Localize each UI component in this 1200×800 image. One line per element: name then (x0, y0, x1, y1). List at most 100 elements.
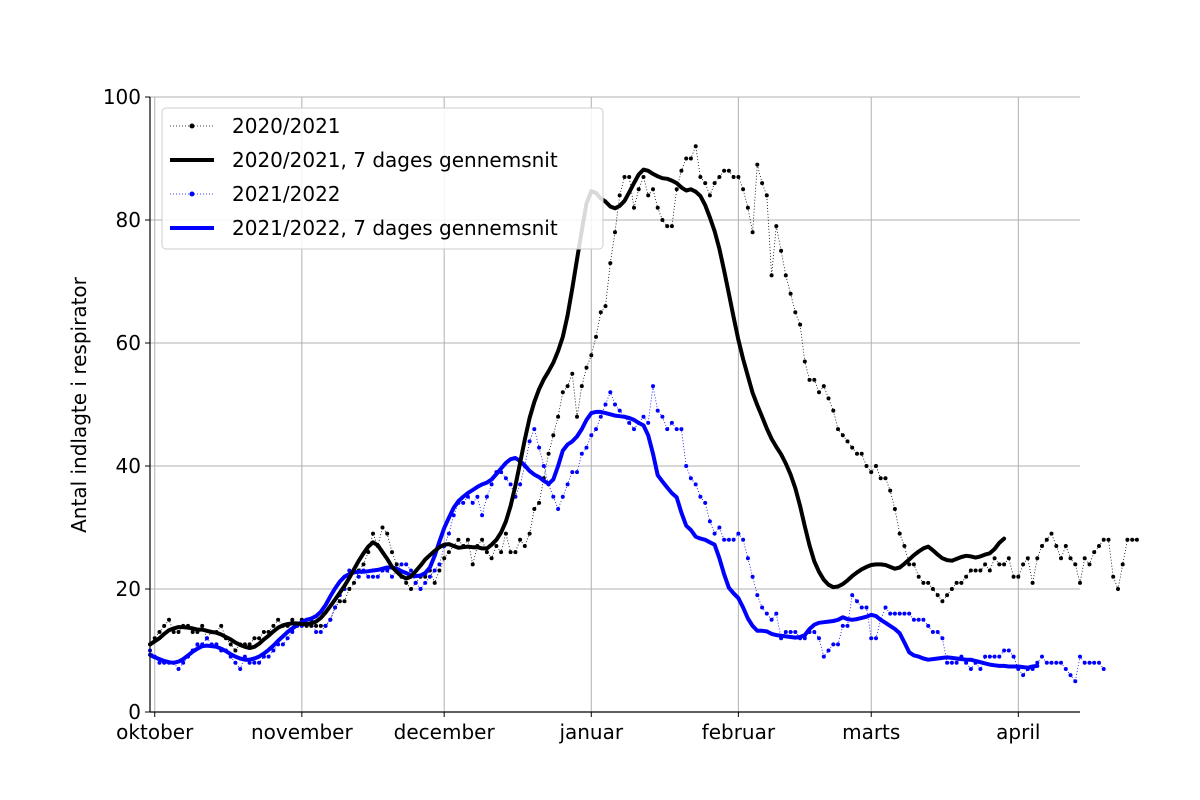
data-point (869, 470, 874, 475)
data-point (1063, 667, 1068, 671)
data-point (399, 562, 404, 567)
data-point (845, 439, 850, 444)
data-point (1073, 562, 1078, 567)
data-point (669, 420, 674, 425)
data-point (883, 476, 888, 481)
data-point (252, 636, 257, 641)
data-point (983, 654, 988, 659)
data-point (1049, 660, 1054, 665)
data-point (755, 593, 760, 598)
data-point (356, 574, 361, 579)
data-point (1101, 667, 1106, 671)
data-point (390, 574, 394, 579)
data-point (651, 384, 655, 389)
data-point (247, 642, 252, 647)
y-tick-label: 40 (116, 454, 141, 478)
data-point (736, 531, 741, 536)
data-point (347, 568, 352, 573)
data-point (821, 384, 826, 389)
data-point (1049, 531, 1054, 536)
data-point (252, 660, 257, 665)
data-point (783, 630, 788, 634)
data-point (1116, 587, 1120, 591)
data-point (204, 636, 209, 641)
data-point (707, 519, 712, 524)
data-point (537, 445, 542, 450)
series-3 (148, 409, 1040, 670)
data-point (916, 617, 921, 622)
data-point (779, 248, 784, 253)
data-point (954, 660, 959, 665)
data-point (508, 482, 513, 487)
data-point (1082, 660, 1087, 665)
data-point (940, 636, 945, 641)
data-point (1087, 562, 1092, 567)
data-point (836, 427, 840, 432)
data-point (660, 218, 665, 222)
data-point (665, 427, 670, 432)
x-tick-label: december (394, 720, 496, 744)
data-point (935, 593, 940, 598)
data-point (413, 580, 418, 585)
data-point (1068, 673, 1073, 678)
data-point (1040, 544, 1044, 548)
legend-label: 2021/2022, 7 dages gennemsnit (232, 216, 558, 240)
data-point (755, 162, 760, 167)
data-point (764, 193, 769, 198)
legend: 2020/2021 2020/2021, 7 dages gennemsnit 20… (161, 107, 604, 250)
data-point (499, 550, 504, 555)
data-point (693, 482, 698, 487)
data-point (266, 654, 271, 659)
data-point (940, 599, 945, 604)
legend-marker (189, 191, 195, 197)
data-point (646, 420, 651, 425)
data-point (883, 605, 888, 610)
data-point (987, 654, 992, 659)
data-point (432, 568, 437, 573)
data-point (513, 550, 518, 555)
data-point (1054, 544, 1059, 548)
data-point (726, 537, 731, 542)
data-point (911, 617, 916, 622)
y-tick-label: 60 (116, 331, 141, 355)
data-point (722, 168, 727, 173)
data-point (1021, 673, 1026, 678)
series-line (148, 167, 1007, 650)
data-point (556, 414, 561, 419)
data-point (470, 500, 475, 505)
series-1 (148, 167, 1007, 650)
data-point (651, 187, 655, 192)
data-point (409, 587, 413, 591)
data-point (233, 648, 238, 653)
data-point (247, 660, 252, 665)
data-point (997, 562, 1002, 567)
y-tick-label: 80 (116, 208, 141, 232)
data-point (228, 642, 233, 647)
data-point (342, 599, 347, 604)
data-point (1092, 660, 1097, 665)
data-point (276, 617, 281, 622)
data-point (446, 550, 451, 555)
data-point (1106, 537, 1111, 542)
axes (145, 96, 1080, 717)
data-point (323, 623, 328, 628)
data-point (655, 205, 660, 210)
data-point (333, 605, 338, 610)
series-line (148, 409, 1040, 670)
data-point (1120, 562, 1125, 567)
data-point (1002, 562, 1007, 567)
data-point (613, 230, 617, 235)
data-point (655, 408, 660, 413)
data-point (546, 451, 551, 456)
data-point (603, 402, 608, 407)
data-point (627, 420, 632, 425)
data-point (1054, 660, 1059, 665)
data-point (314, 630, 319, 634)
data-point (261, 630, 266, 634)
data-point (769, 273, 774, 278)
data-point (688, 476, 693, 481)
data-point (219, 623, 224, 628)
data-point (964, 660, 969, 665)
data-point (1092, 550, 1097, 555)
data-point (257, 636, 262, 641)
